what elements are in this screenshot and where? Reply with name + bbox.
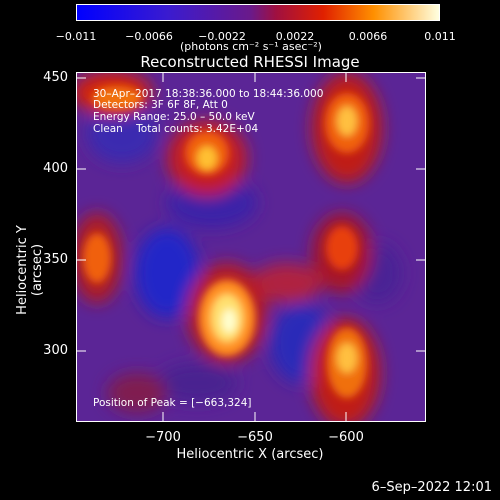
colorbar	[76, 4, 440, 21]
x-tick-label: −600	[328, 430, 364, 445]
energy-annotation: Energy Range: 25.0 – 50.0 keV	[93, 111, 255, 123]
x-tick-label: −650	[237, 430, 273, 445]
colorbar-unit-label: (photons cm⁻² s⁻¹ asec⁻²)	[180, 40, 322, 53]
detectors-annotation: Detectors: 3F 6F 8F, Att 0	[93, 99, 228, 111]
colorbar-tick: 0.0066	[348, 30, 388, 43]
colorbar-tick: −0.0066	[125, 30, 173, 43]
rhessi-image-canvas	[77, 73, 425, 421]
peak-annotation: Position of Peak = [−663,324]	[93, 397, 252, 409]
time-range-annotation: 30–Apr–2017 18:38:36.000 to 18:44:36.000	[93, 88, 324, 100]
colorbar-tick: −0.011	[55, 30, 97, 43]
colorbar-tick: 0.011	[424, 30, 456, 43]
plot-title: Reconstructed RHESSI Image	[140, 53, 360, 71]
x-axis-label: Heliocentric X (arcsec)	[176, 447, 324, 462]
y-tick-label: 450	[43, 70, 68, 85]
axis-ticks	[76, 72, 426, 422]
colorbar-gradient	[77, 5, 439, 20]
y-tick-label: 300	[43, 343, 68, 358]
y-tick-label: 350	[43, 252, 68, 267]
rhessi-image: 30–Apr–2017 18:38:36.000 to 18:44:36.000…	[76, 72, 426, 422]
colorbar-tick: 0.0022	[275, 30, 315, 43]
y-axis-label: Heliocentric Y (arcsec)	[15, 225, 45, 315]
colorbar-tick: −0.0022	[198, 30, 246, 43]
y-tick-label: 400	[43, 161, 68, 176]
render-date: 6–Sep–2022 12:01	[371, 480, 492, 495]
x-tick-label: −700	[145, 430, 181, 445]
clean-annotation: Clean Total counts: 3.42E+04	[93, 123, 259, 135]
